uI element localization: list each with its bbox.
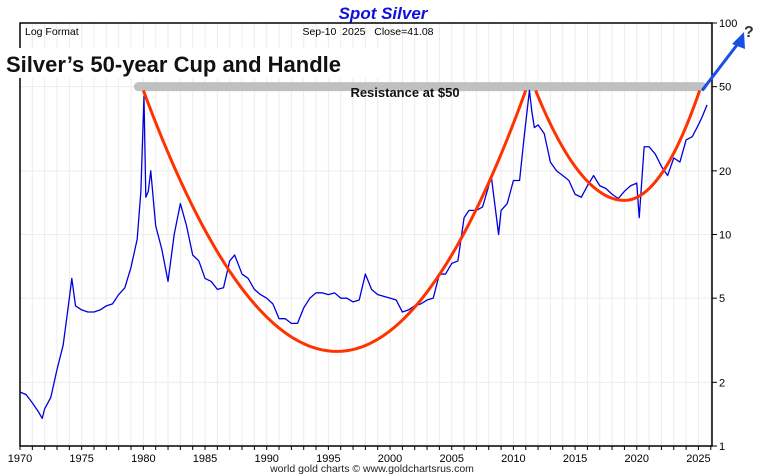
chart-title: Spot Silver (339, 4, 429, 23)
cup-handle-curves (141, 32, 745, 353)
x-tick-label: 2020 (625, 453, 649, 465)
x-tick-label: 2010 (501, 453, 525, 465)
y-tick-label: 100 (719, 18, 737, 30)
breakout-arrow-head (732, 32, 745, 49)
x-tick-label: 2000 (378, 453, 402, 465)
date-close-label: Sep-10 2025 Close=41.08 (302, 26, 433, 38)
grid (19, 22, 712, 447)
resistance-label: Resistance at $50 (350, 85, 459, 100)
x-tick-label: 1970 (8, 453, 32, 465)
x-tick-label: 2025 (686, 453, 710, 465)
x-tick-label: 1975 (69, 453, 93, 465)
breakout-arrow-shaft (700, 40, 742, 92)
price-series (19, 89, 708, 420)
question-mark: ? (744, 24, 754, 41)
x-tick-label: 1980 (131, 453, 155, 465)
x-tick-label: 2005 (439, 453, 463, 465)
y-tick-label: 10 (719, 230, 731, 242)
x-tick-label: 1990 (254, 453, 278, 465)
handle-curve (534, 89, 702, 202)
x-tick-label: 2015 (563, 453, 587, 465)
y-tick-label: 50 (719, 82, 731, 94)
y-tick-label: 1 (719, 441, 725, 453)
footer-credit: world gold charts © www.goldchartsrus.co… (269, 463, 474, 475)
cup-curve (141, 89, 528, 353)
price-line (19, 89, 708, 420)
axes: 1 2 5 10 20 50 100 1970 1975 1980 1985 1990 1995 2000… (8, 18, 738, 465)
headline: Silver’s 50-year Cup and Handle (6, 52, 341, 77)
x-tick-label: 1995 (316, 453, 340, 465)
y-tick-label: 5 (719, 293, 725, 305)
log-format-label: Log Format (25, 26, 79, 38)
x-tick-label: 1985 (193, 453, 217, 465)
y-tick-label: 20 (719, 166, 731, 178)
y-tick-label: 2 (719, 377, 725, 389)
